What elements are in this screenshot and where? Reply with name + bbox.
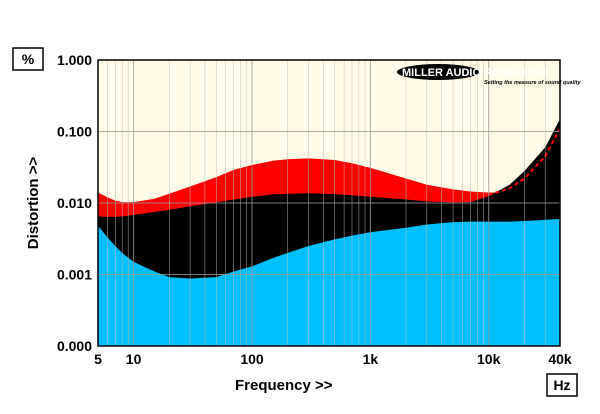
- logo-brand: MILLER AUDIO RESEARCH: [402, 67, 546, 79]
- x-tick-label: 1k: [363, 351, 379, 367]
- y-tick-label: 0.010: [57, 195, 92, 211]
- plot-border: [97, 59, 561, 347]
- x-tick-label: 5: [94, 351, 102, 367]
- y-tick-label: 0.100: [57, 124, 92, 140]
- x-unit-label: Hz: [553, 377, 570, 393]
- x-tick-label: 40k: [548, 351, 572, 367]
- y-tick-label: 1.000: [57, 52, 92, 68]
- grid-layer: [97, 60, 561, 346]
- series-3-dashed-line: [488, 128, 561, 196]
- brand-logo: MILLER AUDIO RESEARCH Setting the measur…: [397, 64, 582, 86]
- tick-labels: 5 10 100 1k 10k 40k 1.000 0.100 0.010 0.001 0.000: [57, 52, 572, 367]
- series-layer: [98, 118, 561, 347]
- y-unit-box: %: [12, 47, 44, 71]
- x-axis-title: Frequency >>: [235, 377, 333, 394]
- plot-frame: [97, 59, 561, 347]
- y-axis-title: Distortion >>: [25, 157, 42, 250]
- x-unit-box: Hz: [546, 373, 578, 397]
- x-tick-label: 10k: [477, 351, 501, 367]
- y-unit-label: %: [22, 51, 35, 67]
- series-2-area: [98, 218, 560, 346]
- x-tick-label: 10: [126, 351, 142, 367]
- x-tick-label: 100: [240, 351, 264, 367]
- y-tick-label: 0.001: [57, 267, 92, 283]
- y-tick-label: 0.000: [57, 338, 92, 354]
- logo-tagline: Setting the measure of sound quality: [484, 80, 582, 86]
